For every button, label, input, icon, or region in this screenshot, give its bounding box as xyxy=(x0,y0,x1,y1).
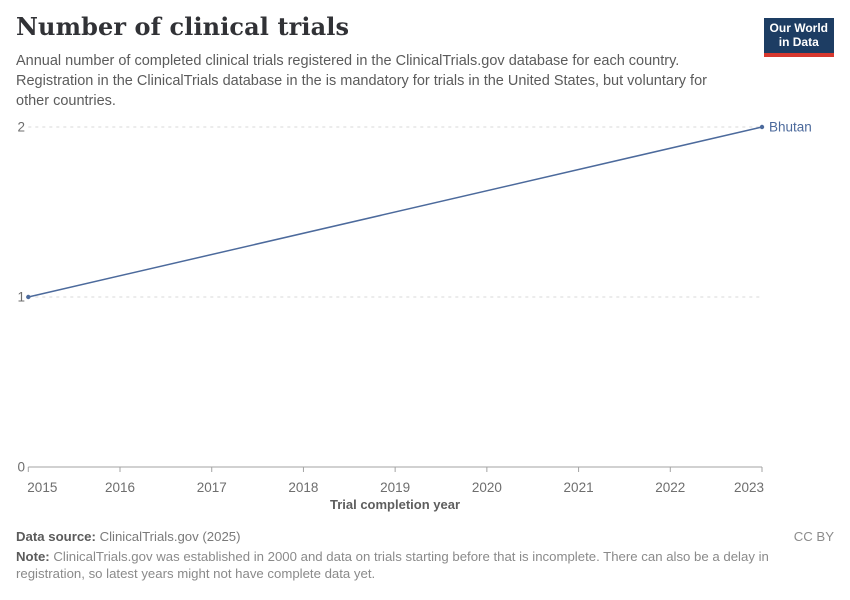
note-label: Note: xyxy=(16,549,50,564)
x-tick-label: 2016 xyxy=(105,480,135,495)
x-tick-label: 2021 xyxy=(564,480,594,495)
data-point xyxy=(759,124,765,130)
y-tick-label: 0 xyxy=(17,460,25,475)
data-point xyxy=(26,294,31,300)
data-source: Data source: ClinicalTrials.gov (2025) xyxy=(16,529,241,544)
x-tick-label: 2017 xyxy=(197,480,227,495)
line-chart: 0 1 2 2015 2016 2017 2018 2019 2020 2021 2022 2023 B… xyxy=(17,120,812,496)
y-tick-label: 2 xyxy=(17,120,25,135)
note-text: ClinicalTrials.gov was established in 20… xyxy=(16,549,769,581)
owid-logo[interactable]: Our World in Data xyxy=(763,18,834,57)
x-tick-label: 2019 xyxy=(380,480,410,495)
data-source-value: ClinicalTrials.gov (2025) xyxy=(99,529,241,544)
footer-note: Note: ClinicalTrials.gov was established… xyxy=(16,549,834,582)
license-badge[interactable]: CC BY xyxy=(793,529,834,544)
series-line xyxy=(28,126,763,298)
y-tick-label: 1 xyxy=(17,290,25,305)
x-tick-label: 2023 xyxy=(734,480,764,495)
data-source-label: Data source: xyxy=(16,529,96,544)
x-tick-label: 2018 xyxy=(288,480,318,495)
x-axis-title: Trial completion year xyxy=(329,497,461,512)
owid-logo-line2: in Data xyxy=(778,34,819,49)
x-tick-label: 2020 xyxy=(472,480,502,495)
x-tick-label: 2015 xyxy=(27,480,57,495)
footer: Data source: ClinicalTrials.gov (2025) C… xyxy=(16,529,834,582)
owid-logo-line1: Our World xyxy=(769,21,828,35)
page-title: Number of clinical trials xyxy=(16,12,350,41)
footer-source-row: Data source: ClinicalTrials.gov (2025) C… xyxy=(16,529,834,544)
chart-subtitle: Annual number of completed clinical tria… xyxy=(16,53,707,109)
series-label: Bhutan xyxy=(769,120,812,135)
chart-header: Number of clinical trials Annual number … xyxy=(16,12,746,111)
x-tick-label: 2022 xyxy=(655,480,685,495)
